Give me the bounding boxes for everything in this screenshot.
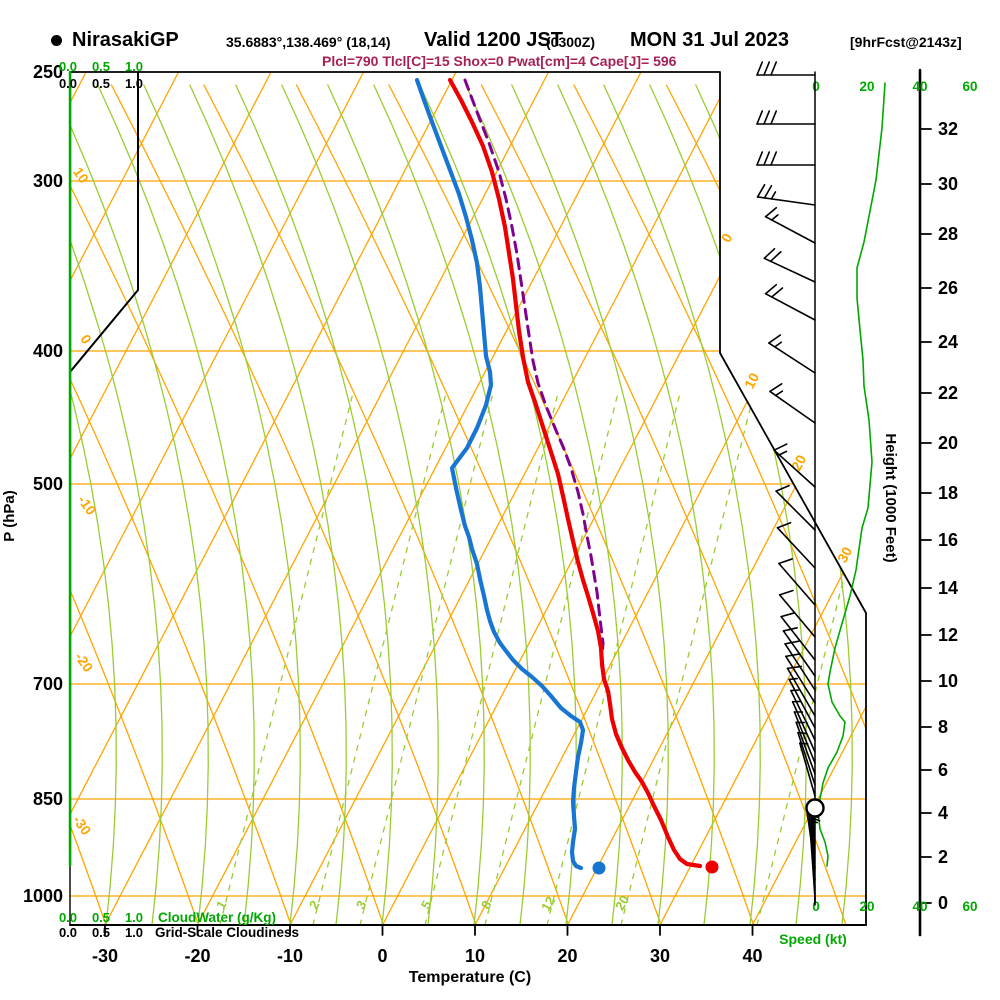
- svg-text:250: 250: [33, 62, 63, 82]
- svg-text:20: 20: [859, 899, 874, 914]
- cloudwater-label: CloudWater (g/Kg): [158, 910, 276, 925]
- svg-text:-30: -30: [92, 946, 118, 966]
- calm-wind-circle: [805, 798, 825, 818]
- svg-text:10: 10: [70, 164, 92, 186]
- svg-text:40: 40: [912, 79, 927, 94]
- svg-text:10: 10: [741, 370, 763, 391]
- svg-text:20: 20: [612, 893, 632, 913]
- svg-text:-20: -20: [184, 946, 210, 966]
- surface-dewpoint-dot: [592, 861, 606, 875]
- svg-text:60: 60: [962, 899, 977, 914]
- moist-adiabat-lines: [70, 84, 866, 925]
- surface-temperature-dot: [705, 860, 719, 874]
- svg-text:22: 22: [938, 383, 958, 403]
- svg-text:850: 850: [33, 789, 63, 809]
- svg-text:0: 0: [812, 79, 820, 94]
- svg-text:12: 12: [538, 894, 558, 914]
- svg-text:Speed (kt): Speed (kt): [779, 931, 847, 947]
- svg-text:0: 0: [812, 899, 820, 914]
- svg-text:0: 0: [377, 946, 387, 966]
- svg-text:12: 12: [938, 625, 958, 645]
- windspeed-curve: [817, 82, 886, 867]
- gridlines-clipped: [70, 72, 866, 925]
- svg-text:30: 30: [938, 174, 958, 194]
- parcel-path-curve: [463, 78, 605, 672]
- plot-border: [68, 70, 867, 926]
- svg-text:300: 300: [33, 171, 63, 191]
- svg-text:8: 8: [938, 717, 948, 737]
- svg-text:1.0: 1.0: [125, 925, 143, 940]
- svg-text:10: 10: [465, 946, 485, 966]
- svg-text:0.0: 0.0: [59, 910, 77, 925]
- svg-text:0: 0: [938, 893, 948, 913]
- svg-text:1.0: 1.0: [125, 76, 143, 91]
- svg-text:20: 20: [938, 433, 958, 453]
- svg-text:14: 14: [938, 578, 958, 598]
- forecast-tag: [9hrFcst@2143z]: [850, 34, 962, 50]
- cloud-scales: 0.00.00.00.00.50.50.50.51.01.01.01.0Clou…: [59, 59, 299, 940]
- svg-text:1.0: 1.0: [125, 910, 143, 925]
- station-coords: 35.6883°,138.469° (18,14): [226, 34, 391, 50]
- svg-text:24: 24: [938, 332, 958, 352]
- valid-time-utc: (0300Z): [546, 34, 596, 50]
- svg-text:500: 500: [33, 474, 63, 494]
- svg-text:0.5: 0.5: [92, 59, 110, 74]
- svg-text:-20: -20: [72, 649, 97, 675]
- mixing-ratio-lines: [219, 389, 866, 925]
- temperature-curve: [447, 77, 703, 869]
- svg-text:40: 40: [742, 946, 762, 966]
- svg-text:0.0: 0.0: [59, 925, 77, 940]
- svg-text:6: 6: [938, 760, 948, 780]
- sounding-indices: Plcl=790 Tlcl[C]=15 Shox=0 Pwat[cm]=4 Ca…: [322, 53, 677, 69]
- pressure-axis: 250 300 400 500 700 850 1000 P (hPa): [1, 62, 63, 906]
- svg-text:400: 400: [33, 341, 63, 361]
- svg-text:30: 30: [834, 544, 856, 565]
- wind-barbs: [756, 61, 825, 906]
- cloudiness-profile: [70, 72, 139, 373]
- dewpoint-curve: [414, 77, 586, 871]
- svg-text:0.5: 0.5: [92, 910, 110, 925]
- station-bullet-icon: [51, 35, 62, 46]
- svg-text:700: 700: [33, 674, 63, 694]
- svg-text:P (hPa): P (hPa): [1, 490, 18, 541]
- valid-time: Valid 1200 JST: [424, 29, 563, 51]
- svg-text:Temperature (C): Temperature (C): [409, 969, 531, 986]
- svg-text:0.0: 0.0: [59, 76, 77, 91]
- svg-text:30: 30: [650, 946, 670, 966]
- valid-date: MON 31 Jul 2023: [630, 29, 789, 51]
- svg-text:60: 60: [962, 79, 977, 94]
- svg-text:10: 10: [938, 671, 958, 691]
- temperature-axis: -30 -20 -10 0 10 20 30 40 Temperature (C): [92, 946, 763, 986]
- svg-text:1.0: 1.0: [125, 59, 143, 74]
- svg-text:28: 28: [938, 224, 958, 244]
- svg-text:32: 32: [938, 119, 958, 139]
- svg-text:2: 2: [938, 847, 948, 867]
- svg-text:18: 18: [938, 483, 958, 503]
- svg-text:40: 40: [912, 899, 927, 914]
- svg-text:0.0: 0.0: [59, 59, 77, 74]
- svg-text:26: 26: [938, 278, 958, 298]
- svg-text:0.5: 0.5: [92, 76, 110, 91]
- svg-text:-10: -10: [277, 946, 303, 966]
- svg-text:1000: 1000: [23, 886, 63, 906]
- svg-text:Height (1000 Feet): Height (1000 Feet): [882, 433, 899, 562]
- svg-text:0.5: 0.5: [92, 925, 110, 940]
- svg-text:20: 20: [788, 452, 810, 473]
- svg-text:16: 16: [938, 530, 958, 550]
- temperature-ticks: [104, 924, 754, 936]
- cloudiness-label: Grid-Scale Cloudiness: [155, 925, 299, 940]
- station-name: NirasakiGP: [72, 29, 179, 51]
- svg-text:20: 20: [557, 946, 577, 966]
- svg-text:20: 20: [859, 79, 874, 94]
- svg-text:4: 4: [938, 803, 948, 823]
